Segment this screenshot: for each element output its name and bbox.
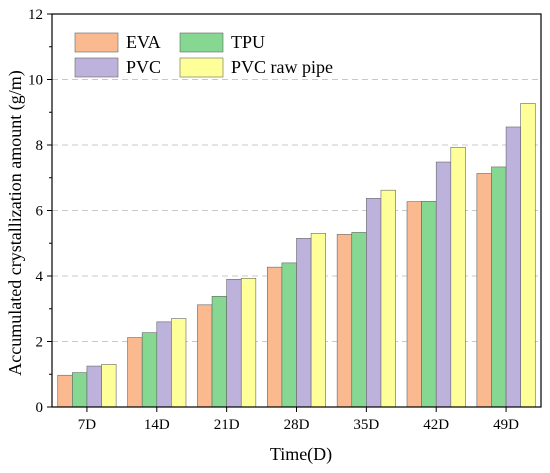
x-tick-label: 28D (284, 417, 310, 433)
bar (281, 262, 297, 408)
bar (421, 201, 437, 408)
y-tick-label: 6 (36, 204, 44, 220)
bar (380, 189, 396, 408)
legend-label: PVC raw pipe (231, 57, 333, 77)
legend-label: PVC (126, 57, 161, 77)
plot-frame (51, 13, 542, 408)
bar (366, 198, 382, 408)
legend-label: TPU (231, 32, 265, 52)
bar (491, 166, 507, 408)
x-tick-label: 7D (78, 417, 97, 433)
bar (127, 337, 143, 408)
legend-swatch (74, 32, 119, 53)
bar (72, 372, 88, 408)
y-tick-label: 4 (36, 269, 44, 285)
bar (171, 318, 187, 408)
axes: 7D 14D 21D 28D 35D 42D 49D 0 2 4 6 8 10 12 (28, 7, 542, 433)
bar (101, 364, 117, 408)
y-axis-title: Accumulated crystallization amount (g/m) (5, 70, 26, 375)
y-tick-label: 2 (36, 335, 44, 351)
x-tick-label: 35D (353, 417, 379, 433)
x-tick-label: 14D (144, 417, 170, 433)
legend-swatch (74, 57, 119, 78)
bar (226, 278, 242, 408)
bar (406, 201, 422, 408)
bars (57, 103, 536, 408)
bar (197, 304, 213, 408)
bar (310, 233, 327, 408)
bar (156, 321, 172, 408)
bar (211, 296, 227, 408)
bar (450, 146, 466, 408)
legend-swatch (179, 57, 224, 78)
y-tick-label: 12 (28, 7, 43, 23)
bar (520, 103, 536, 408)
bar (141, 332, 158, 408)
bar (296, 238, 312, 408)
bar (240, 277, 257, 408)
x-axis-title: Time(D) (270, 444, 332, 465)
y-tick-label: 0 (36, 400, 44, 416)
bar (57, 374, 73, 408)
bar (336, 234, 353, 408)
bar (86, 365, 102, 408)
bar (476, 173, 492, 408)
legend: EVA TPU PVC PVC raw pipe (74, 32, 333, 78)
x-tick-label: 42D (423, 417, 449, 433)
x-tick-label: 21D (214, 417, 240, 433)
legend-label: EVA (126, 32, 161, 52)
bar (435, 161, 452, 408)
y-tick-label: 10 (28, 73, 43, 89)
bar (505, 126, 521, 408)
y-tick-label: 8 (36, 138, 44, 154)
x-tick-label: 49D (493, 417, 519, 433)
bar (351, 232, 367, 408)
bar (266, 266, 283, 408)
legend-swatch (179, 32, 224, 53)
